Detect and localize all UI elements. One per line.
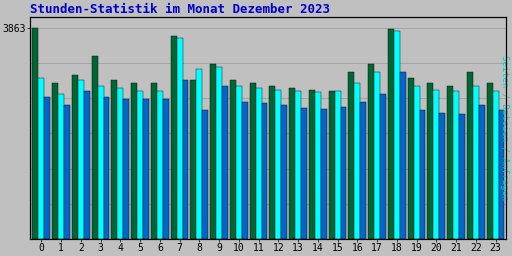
Bar [354,83,360,239]
Bar [453,91,459,239]
Y-axis label: Seiten / Dateien / Anfragen: Seiten / Dateien / Anfragen [500,56,509,200]
Bar [255,89,262,239]
Bar [315,92,321,239]
Bar [493,91,499,239]
Bar [151,83,157,239]
Bar [222,86,228,239]
Bar [419,110,425,239]
Bar [123,99,129,239]
Bar [394,31,400,239]
Bar [190,80,197,239]
Bar [388,29,394,239]
Bar [163,99,168,239]
Bar [92,56,98,239]
Bar [202,110,208,239]
Bar [242,102,248,239]
Bar [275,90,281,239]
Bar [289,89,295,239]
Bar [44,97,50,239]
Bar [467,72,473,239]
Bar [170,36,177,239]
Bar [210,64,216,239]
Bar [236,86,242,239]
Bar [433,90,439,239]
Bar [64,105,70,239]
Bar [250,83,255,239]
Bar [269,86,275,239]
Bar [230,80,236,239]
Bar [374,72,380,239]
Bar [131,83,137,239]
Bar [262,103,267,239]
Bar [58,94,64,239]
Bar [182,80,188,239]
Bar [78,80,84,239]
Bar [479,105,485,239]
Bar [72,75,78,239]
Bar [349,72,354,239]
Bar [103,97,110,239]
Bar [157,91,163,239]
Bar [301,108,307,239]
Bar [197,69,202,239]
Bar [473,86,479,239]
Bar [428,83,433,239]
Bar [487,83,493,239]
Bar [52,83,58,239]
Bar [414,86,419,239]
Bar [360,102,366,239]
Bar [368,64,374,239]
Bar [499,110,504,239]
Bar [117,89,123,239]
Bar [400,72,406,239]
Bar [439,113,445,239]
Bar [329,91,335,239]
Bar [380,94,386,239]
Bar [281,105,287,239]
Bar [38,78,44,239]
Bar [340,106,347,239]
Bar [216,67,222,239]
Bar [32,28,38,239]
Bar [177,38,182,239]
Bar [309,90,315,239]
Bar [137,91,143,239]
Bar [447,86,453,239]
Bar [459,114,465,239]
Bar [98,86,103,239]
Bar [335,91,340,239]
Bar [143,99,149,239]
Text: Stunden-Statistik im Monat Dezember 2023: Stunden-Statistik im Monat Dezember 2023 [30,3,330,16]
Bar [321,109,327,239]
Bar [112,80,117,239]
Bar [84,91,90,239]
Bar [408,78,414,239]
Bar [295,91,301,239]
